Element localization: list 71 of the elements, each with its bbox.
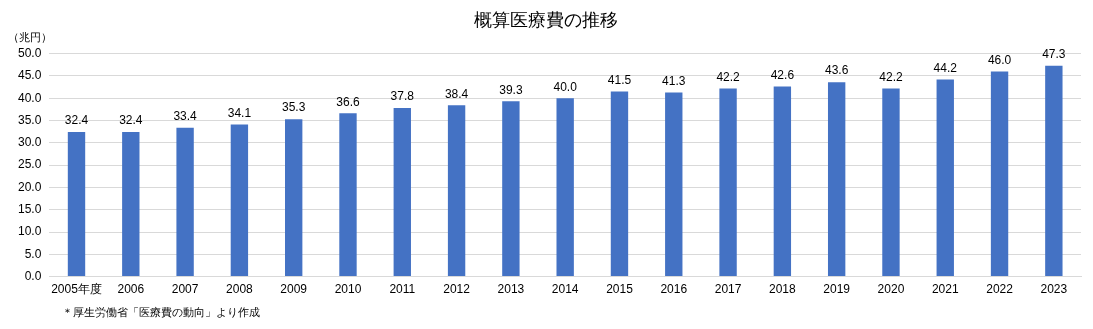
y-axis-title: （兆円） [8,31,52,44]
x-tick-label: 2019 [823,282,851,297]
bar [393,108,411,277]
y-tick-label: 5.0 [24,246,42,261]
x-tick-label: 2006 [117,282,145,297]
bar [285,119,303,277]
data-label: 43.6 [824,63,849,78]
bar [176,127,194,277]
y-tick-label: 45.0 [18,68,42,83]
bar [665,92,683,277]
bar [610,91,629,277]
bar [936,79,954,277]
x-tick-label: 2022 [986,282,1014,297]
data-label: 46.0 [987,52,1012,67]
bar [502,101,520,277]
data-label: 41.5 [607,72,632,87]
data-label: 32.4 [64,113,89,128]
bar [719,88,737,277]
text: ＊厚生労働省「医療費の動向」より作成 [62,305,260,318]
y-tick-label: 50.0 [18,45,42,60]
y-tick-label: 30.0 [18,135,42,150]
x-tick-label: 2017 [714,282,742,297]
x-tick-label: 2011 [389,282,416,297]
data-label: 41.3 [662,73,686,88]
data-label: 39.3 [499,82,523,97]
y-tick-label: 40.0 [18,90,42,105]
y-tick-label: 0.0 [24,268,42,283]
bar [827,82,846,277]
data-label: 47.3 [1042,46,1066,61]
data-label: 38.4 [444,86,469,101]
x-tick-label: 2009 [280,282,308,297]
x-tick-label: 2008 [226,282,254,297]
data-label: 42.2 [879,69,903,84]
bar [773,86,792,277]
bar [122,132,140,277]
x-tick-label: 2023 [1040,282,1068,297]
x-tick-label: 2015 [606,282,634,297]
x-tick-label: 2005年度 [51,282,102,297]
bar [556,98,574,277]
bar [230,124,249,277]
x-tick-label: 2010 [334,282,362,297]
y-tick-label: 25.0 [18,157,42,172]
x-tick-label: 2016 [660,282,688,297]
data-label: 33.4 [173,108,198,123]
y-tick-label: 20.0 [18,179,42,194]
data-label: 34.1 [227,105,252,120]
data-label: 32.4 [119,113,143,128]
chart-title: 概算医療費の推移 [473,9,618,30]
data-label: 42.6 [770,67,795,82]
data-label: 42.2 [716,69,741,84]
y-tick-label: 10.0 [18,224,42,239]
data-label: 37.8 [390,89,415,104]
bar [67,132,86,277]
bar [447,105,466,277]
y-tick-label: 35.0 [18,112,42,127]
bar [882,88,900,277]
x-tick-label: 2020 [877,282,905,297]
x-tick-label: 2018 [769,282,797,297]
x-tick-label: 2014 [551,282,579,297]
x-tick-label: 2007 [171,282,199,297]
bar [990,71,1009,277]
bar [339,113,357,277]
x-tick-label: 2013 [497,282,525,297]
bar [1045,65,1063,277]
x-tick-label: 2012 [443,282,471,297]
x-tick-label: 2021 [931,282,959,297]
data-label: 40.0 [553,79,578,94]
y-tick-label: 15.0 [18,202,42,217]
data-label: 44.2 [933,60,958,75]
data-label: 36.6 [336,94,360,109]
data-label: 35.3 [282,100,306,115]
